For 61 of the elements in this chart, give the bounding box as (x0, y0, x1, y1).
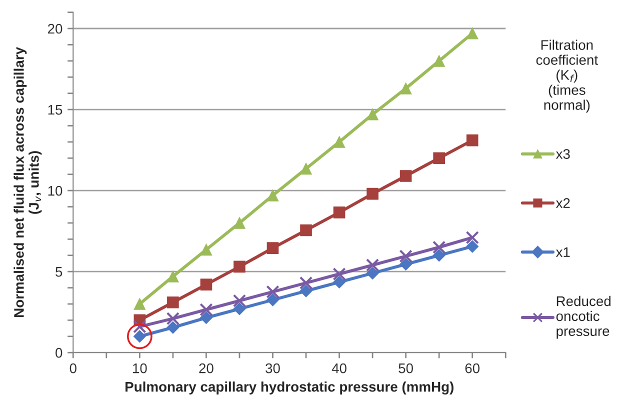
point (200, 278, 212, 290)
point (300, 224, 312, 236)
point (433, 55, 445, 67)
point (432, 249, 446, 262)
point (266, 242, 279, 254)
point (466, 134, 478, 146)
point (366, 108, 378, 120)
point (466, 240, 479, 253)
point (432, 240, 446, 254)
point (400, 82, 412, 94)
point (200, 244, 212, 256)
x-tick-label: 50 (398, 363, 413, 374)
point (400, 170, 412, 182)
point (232, 294, 246, 308)
y-tick-label: 15 (48, 105, 62, 115)
y-tick-label: 10 (48, 186, 62, 196)
point (200, 312, 212, 324)
point (466, 27, 478, 40)
point (234, 217, 246, 229)
x-tick-label: 40 (332, 363, 346, 374)
point (166, 321, 180, 334)
legend-title: Filtration coefficient (K$_{f}$) (times normal) (536, 40, 598, 113)
legend-label: x2 (556, 198, 570, 208)
y-tick-label: 20 (48, 24, 62, 34)
point (400, 258, 412, 271)
point (366, 266, 379, 280)
point (266, 285, 280, 298)
point (266, 294, 279, 306)
point (300, 284, 312, 298)
point (233, 302, 246, 316)
point (333, 206, 346, 218)
point (332, 267, 346, 281)
y-tick-label: 0 (56, 348, 62, 358)
y-axis-title: Normalised net fluid flux across capillary (J$_{v}$, units) (14, 47, 42, 317)
y-tick-label: 5 (56, 267, 62, 277)
x-tick-label: 20 (199, 363, 214, 374)
point (133, 320, 146, 334)
point (166, 312, 180, 326)
x-tick-label: 30 (266, 363, 280, 374)
point (399, 250, 412, 263)
point (333, 276, 346, 288)
x-tick-label: 10 (133, 363, 147, 374)
legend-label: x1 (556, 247, 570, 257)
point (333, 136, 346, 148)
point (266, 190, 279, 202)
point (167, 296, 179, 308)
legend-label: Reduced oncotic pressure (556, 296, 610, 339)
x-axis-title: Pulmonary capillary hydrostatic pressure (mmHg) (126, 382, 454, 395)
point (167, 270, 179, 282)
point (134, 298, 146, 310)
x-tick-label: 0 (70, 363, 76, 374)
point (200, 303, 213, 316)
point (433, 152, 445, 164)
point (366, 258, 380, 272)
legend-label: x3 (556, 149, 570, 159)
point (300, 162, 312, 175)
point (366, 188, 378, 200)
point (299, 276, 313, 290)
point (466, 230, 479, 244)
point (234, 260, 246, 273)
x-tick-label: 60 (465, 363, 480, 374)
